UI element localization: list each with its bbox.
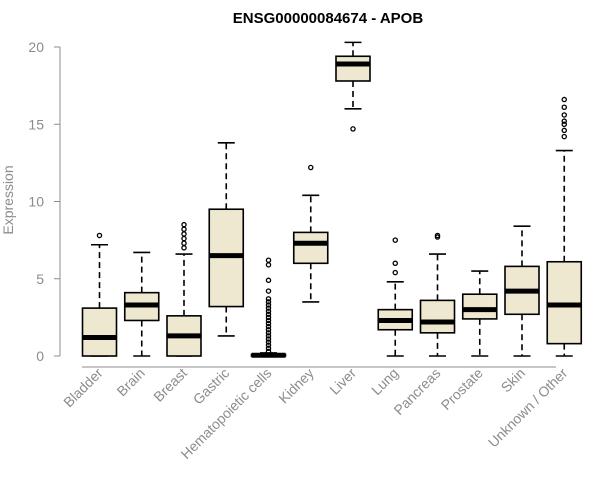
outlier-point	[265, 305, 272, 311]
outlier-point	[561, 112, 568, 118]
box-liver	[335, 41, 371, 132]
outlier-point	[265, 299, 272, 305]
box-gastric	[208, 141, 245, 337]
outlier-point	[96, 232, 103, 239]
x-category-label: Brain	[113, 365, 147, 399]
box-iqr	[335, 55, 371, 82]
outlier-point	[561, 121, 568, 128]
outlier-point	[392, 237, 398, 243]
outlier-point	[265, 317, 272, 324]
box-prostate	[461, 270, 498, 357]
outlier-point	[265, 333, 272, 339]
outlier-point	[350, 126, 356, 132]
outlier-point	[265, 320, 272, 327]
outlier-point	[265, 257, 272, 263]
y-tick-label: 10	[28, 194, 44, 210]
outlier-point	[307, 164, 314, 171]
box-unknown-other	[546, 96, 583, 357]
box-brain	[123, 251, 160, 357]
outlier-point	[265, 262, 272, 268]
boxplot-series	[81, 41, 583, 358]
outlier-point	[265, 277, 272, 284]
box-lung	[377, 237, 414, 357]
box-hematopoietic-cells	[250, 257, 287, 358]
box-iqr	[461, 293, 498, 320]
outlier-point	[181, 235, 187, 242]
box-pancreas	[419, 232, 456, 357]
y-axis-ticks: 0 5 10 15 20	[28, 39, 60, 364]
y-axis-title: Expression	[0, 165, 16, 234]
box-breast	[166, 221, 202, 357]
outlier-point	[265, 336, 272, 342]
outlier-point	[265, 302, 272, 308]
outlier-point	[265, 326, 272, 333]
outlier-point	[265, 348, 272, 355]
box-skin	[504, 225, 540, 357]
outlier-point	[561, 96, 568, 103]
chart-title: ENSG00000084674 - APOB	[233, 10, 424, 27]
x-category-label: Lung	[368, 365, 401, 398]
outlier-point	[561, 127, 568, 134]
box-iqr	[81, 307, 118, 357]
outlier-point	[265, 296, 272, 302]
outlier-point	[265, 308, 272, 314]
outlier-point	[181, 231, 187, 237]
outlier-point	[265, 311, 272, 318]
outlier-point	[392, 269, 398, 276]
outlier-point	[265, 345, 272, 352]
x-category-label: Skin	[498, 365, 529, 396]
outlier-point	[561, 104, 568, 111]
y-tick-label: 0	[36, 348, 44, 364]
outlier-point	[265, 342, 272, 348]
outlier-point	[181, 240, 187, 246]
x-category-label: Prostate	[438, 365, 486, 413]
outlier-point	[561, 133, 568, 140]
x-category-label: Breast	[150, 365, 190, 405]
box-iqr	[292, 231, 329, 265]
outlier-point	[181, 245, 187, 251]
y-tick-label: 5	[36, 271, 44, 287]
x-category-label: Bladder	[60, 365, 106, 411]
y-tick-label: 15	[28, 116, 44, 132]
box-kidney	[292, 164, 329, 303]
x-category-label: Unknown / Other	[485, 365, 571, 451]
outlier-point	[392, 260, 398, 267]
outlier-point	[561, 118, 568, 124]
x-category-label: Pancreas	[390, 365, 443, 418]
box-iqr	[419, 299, 456, 334]
y-tick-label: 20	[28, 39, 44, 55]
outlier-point	[265, 323, 272, 330]
outlier-point	[181, 226, 187, 233]
x-category-label: Kidney	[275, 365, 317, 407]
outlier-point	[265, 288, 272, 294]
outlier-point	[265, 339, 272, 345]
outlier-point	[434, 232, 441, 239]
outlier-point	[265, 314, 272, 321]
x-category-label: Liver	[326, 365, 359, 398]
outlier-point	[265, 330, 272, 336]
outlier-point	[181, 221, 187, 228]
box-bladder	[81, 232, 118, 357]
